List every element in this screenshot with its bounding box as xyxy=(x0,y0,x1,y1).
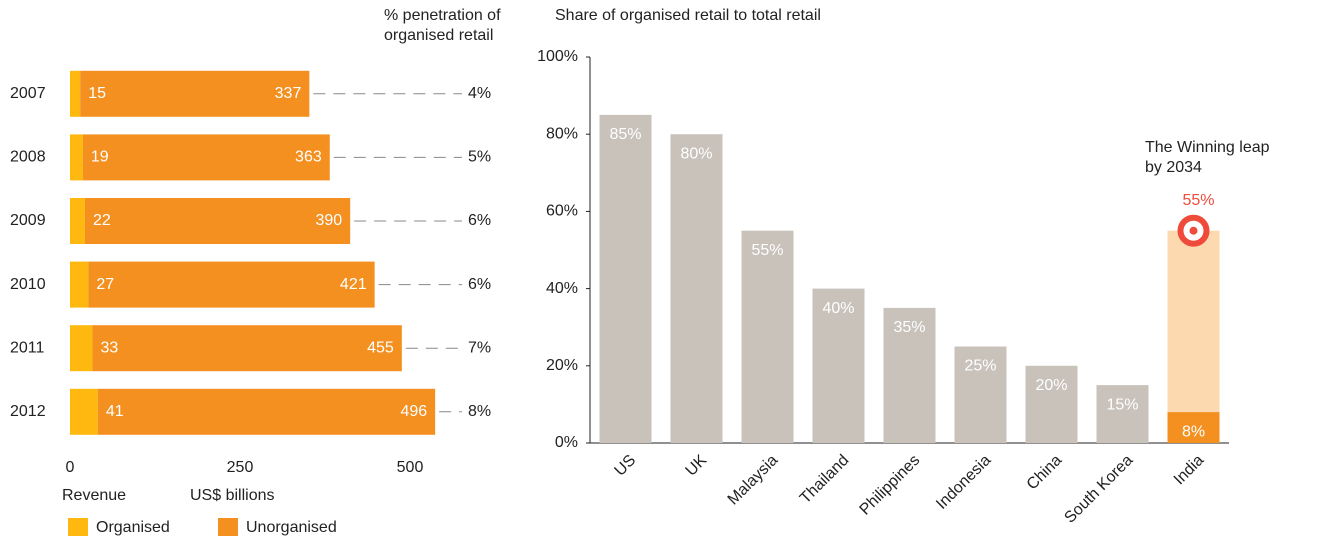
bar xyxy=(954,346,1007,443)
y-tick-label: 2009 xyxy=(10,212,46,229)
bar xyxy=(1096,385,1149,443)
penetration-label: 6% xyxy=(468,212,491,229)
bar xyxy=(670,134,723,443)
penetration-label: 4% xyxy=(468,85,491,102)
legend-label: Organised xyxy=(96,519,170,536)
data-label: 40% xyxy=(822,300,854,317)
x-tick-label: Philippines xyxy=(857,452,924,519)
data-label: 20% xyxy=(1035,377,1067,394)
bar-segment xyxy=(92,325,402,372)
bar-segment xyxy=(70,70,81,117)
x-tick-label: India xyxy=(1171,452,1208,489)
x-tick-label: US xyxy=(612,452,640,480)
data-label: 80% xyxy=(680,145,712,162)
target-label: 55% xyxy=(1182,192,1214,209)
bar-segment xyxy=(70,325,93,372)
data-label: 22 xyxy=(93,212,111,229)
data-label: 55% xyxy=(751,242,783,259)
data-label: 496 xyxy=(400,403,427,420)
y-tick-label: 2008 xyxy=(10,149,46,166)
bar-segment xyxy=(82,134,330,181)
bar-segment xyxy=(88,261,375,308)
x-tick-label: 500 xyxy=(397,459,424,476)
data-label: 41 xyxy=(106,403,124,420)
bar-segment xyxy=(70,388,98,435)
data-label: 363 xyxy=(295,149,322,166)
data-label: 337 xyxy=(275,85,302,102)
bar xyxy=(599,114,652,444)
y-tick-label: 40% xyxy=(546,280,578,297)
bar-segment xyxy=(80,70,310,117)
y-tick-label: 2007 xyxy=(10,85,46,102)
bar xyxy=(1025,365,1078,443)
x-tick-label: 0 xyxy=(66,459,75,476)
data-label: 390 xyxy=(315,212,342,229)
target-dot xyxy=(1189,226,1198,235)
bar xyxy=(812,288,865,443)
data-label: 33 xyxy=(100,339,118,356)
data-label: 15% xyxy=(1106,396,1138,413)
annotation-text: The Winning leap by 2034 xyxy=(1145,139,1270,176)
penetration-label: 7% xyxy=(468,339,491,356)
bar xyxy=(1167,412,1220,443)
bar-segment xyxy=(70,134,83,181)
penetration-title: % penetration of organised retail xyxy=(384,7,501,44)
legend-swatch xyxy=(68,518,88,536)
data-label: 35% xyxy=(893,319,925,336)
x-tick-label: 250 xyxy=(227,459,254,476)
x-axis-unit: US$ billions xyxy=(190,487,274,504)
x-tick-label: South Korea xyxy=(1061,452,1136,527)
y-tick-label: 80% xyxy=(546,125,578,142)
bar-segment xyxy=(70,261,89,308)
bar xyxy=(741,230,794,443)
y-tick-label: 2010 xyxy=(10,276,46,293)
bar xyxy=(883,307,936,443)
y-tick-label: 20% xyxy=(546,357,578,374)
chart-title: Share of organised retail to total retai… xyxy=(555,7,821,24)
penetration-label: 6% xyxy=(468,276,491,293)
y-tick-label: 2012 xyxy=(10,403,46,420)
penetration-label: 8% xyxy=(468,403,491,420)
data-label: 85% xyxy=(609,126,641,143)
data-label: 25% xyxy=(964,358,996,375)
data-label: 421 xyxy=(340,276,367,293)
x-tick-label: UK xyxy=(683,452,711,480)
data-label: 455 xyxy=(367,339,394,356)
y-tick-label: 100% xyxy=(537,48,578,65)
y-tick-label: 0% xyxy=(555,434,578,451)
legend-label: Unorganised xyxy=(246,519,337,536)
x-axis-label: Revenue xyxy=(62,487,126,504)
bar-segment xyxy=(70,198,85,244)
x-tick-label: China xyxy=(1024,452,1066,494)
data-label: 15 xyxy=(88,85,106,102)
bar-segment xyxy=(97,388,436,435)
x-tick-label: Thailand xyxy=(797,452,852,507)
x-tick-label: Malaysia xyxy=(725,452,782,509)
data-label: 19 xyxy=(91,149,109,166)
penetration-label: 5% xyxy=(468,149,491,166)
x-tick-label: Indonesia xyxy=(933,452,994,513)
bar-segment xyxy=(84,198,351,244)
y-tick-label: 60% xyxy=(546,203,578,220)
y-tick-label: 2011 xyxy=(10,339,45,356)
target-bar xyxy=(1167,230,1220,443)
legend-swatch xyxy=(218,518,238,536)
data-label: 8% xyxy=(1182,423,1205,440)
data-label: 27 xyxy=(96,276,114,293)
